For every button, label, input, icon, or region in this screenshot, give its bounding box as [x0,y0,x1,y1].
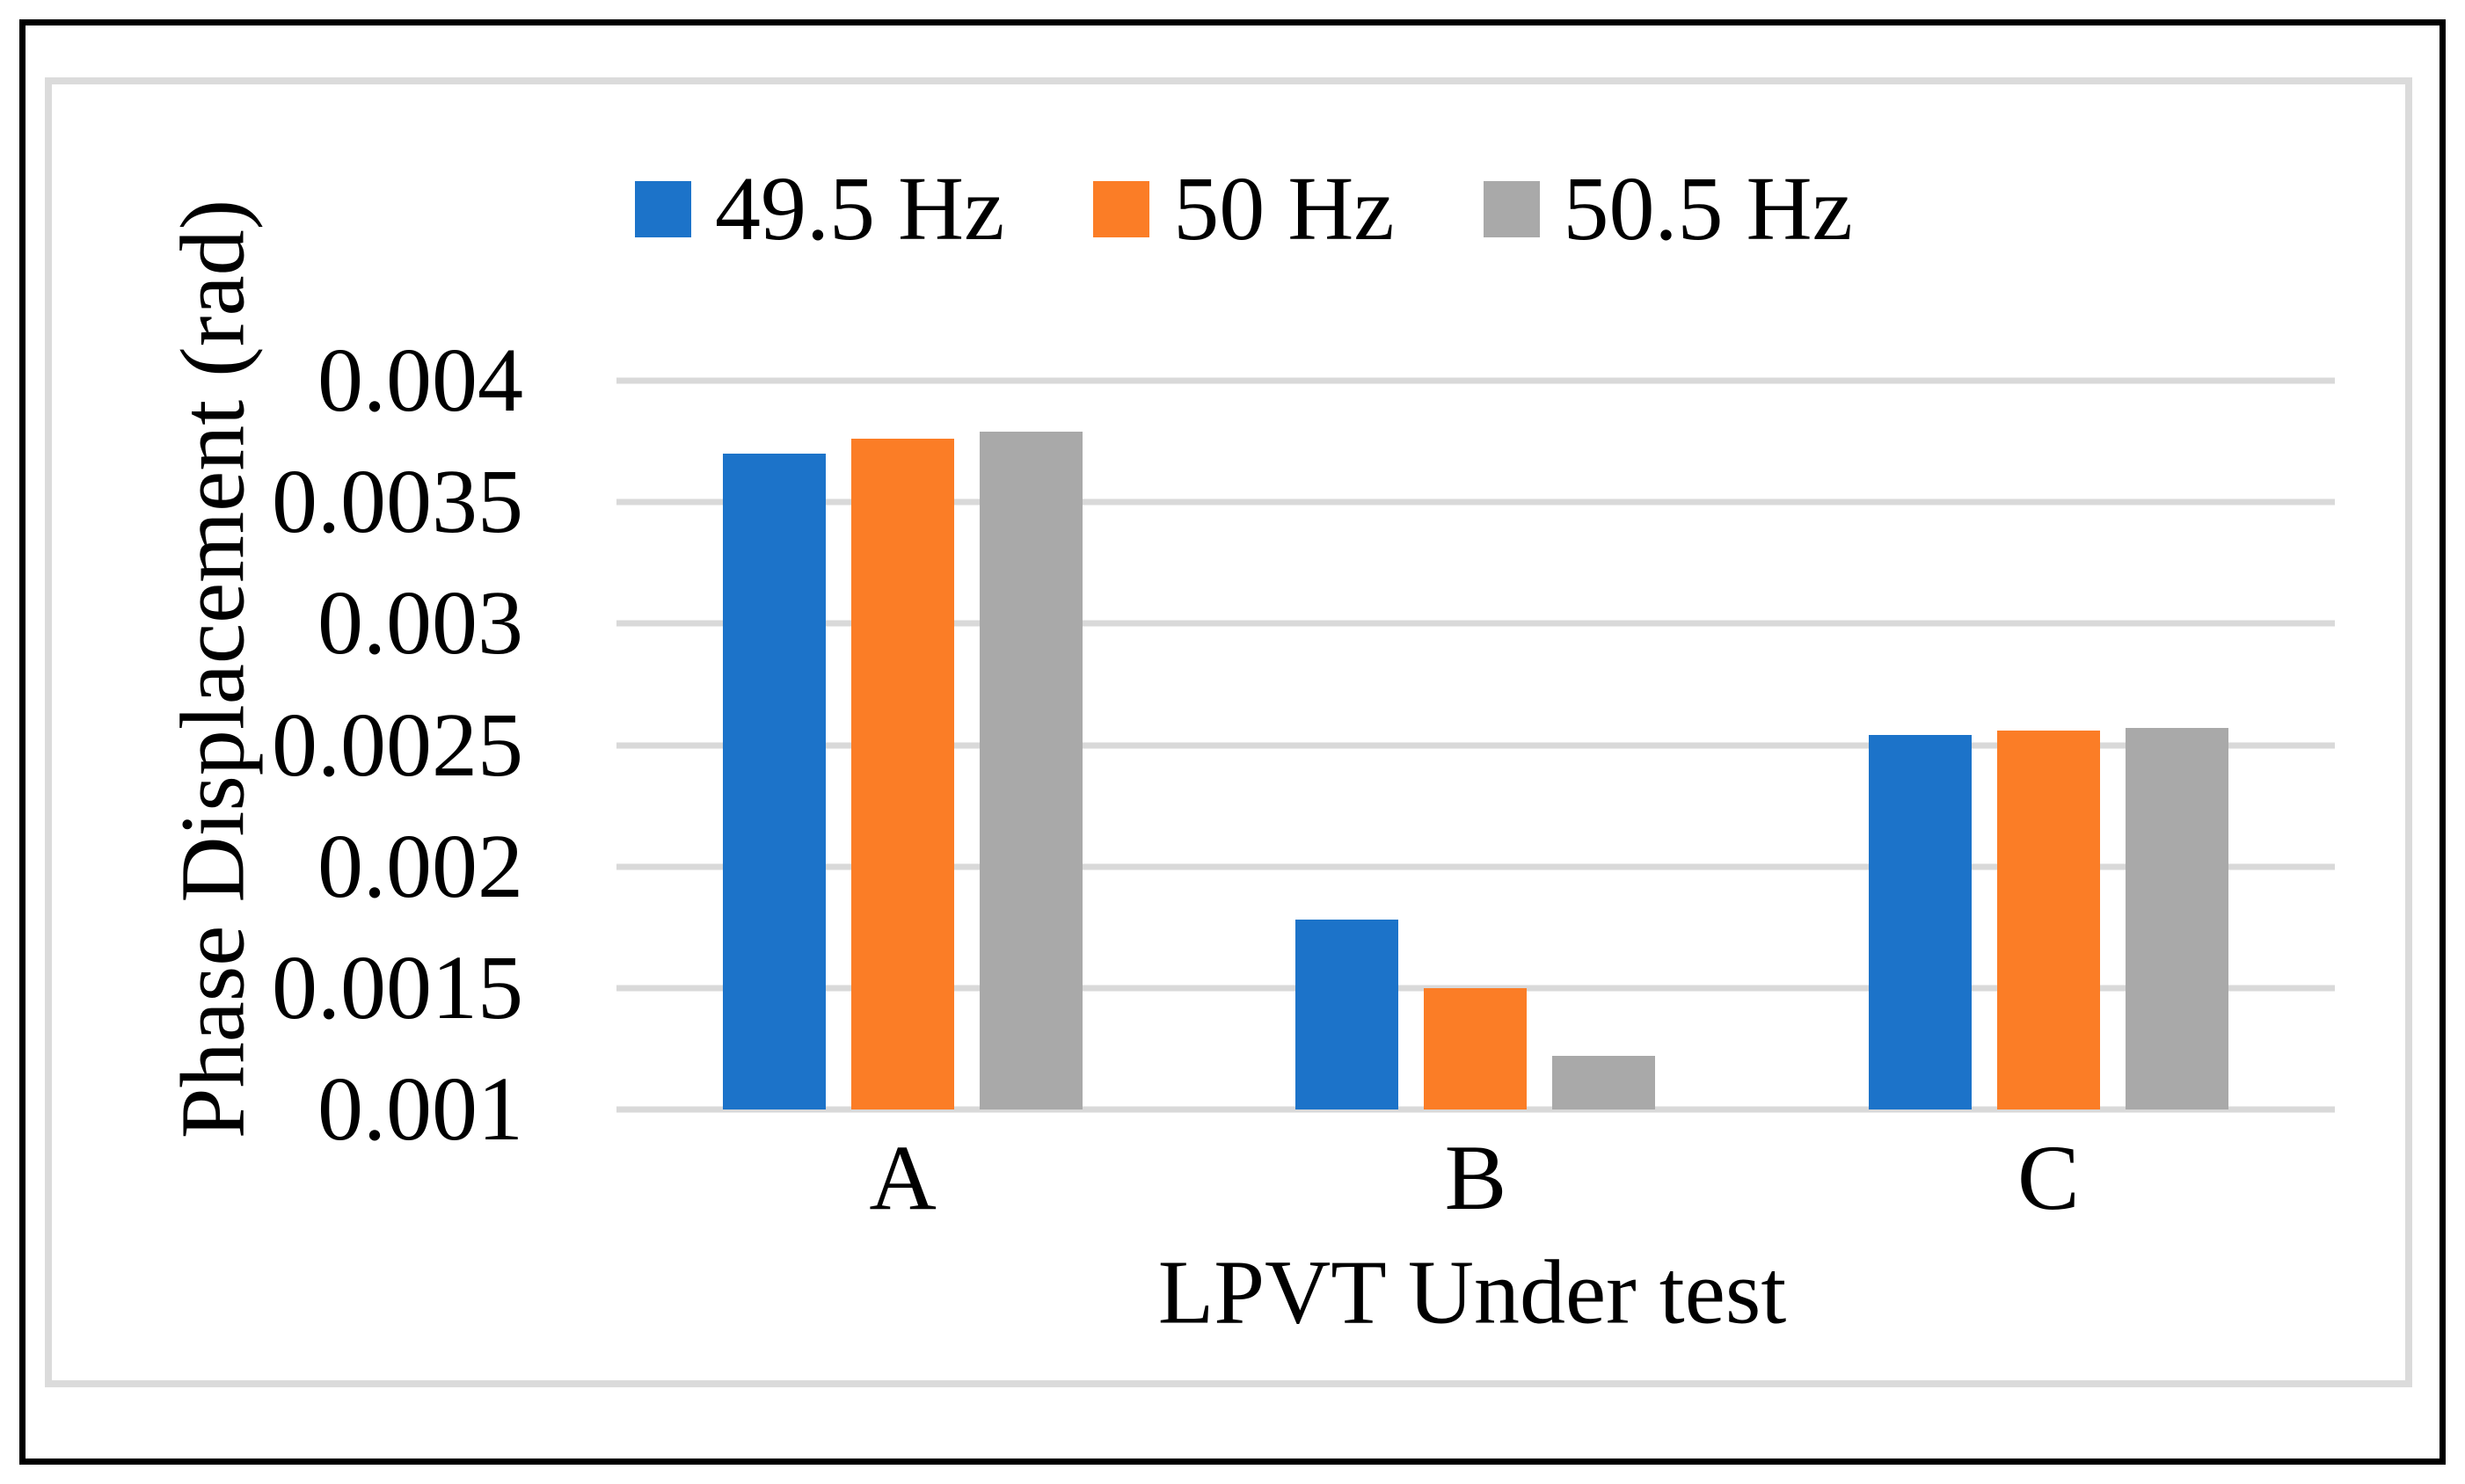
gridline-0.0015 [616,985,2335,992]
y-tick-label: 0.004 [317,330,523,431]
legend-item-49-5-hz: 49.5 Hz [635,164,1004,255]
bar-group-A [616,381,1189,1109]
legend-label: 49.5 Hz [715,158,1005,259]
gridline-0.001 [616,1106,2335,1113]
bar-50-hz-B [1424,987,1528,1109]
gridline-0.0035 [616,498,2335,506]
y-tick-label: 0.0015 [272,936,523,1038]
legend-swatch-icon [1093,181,1150,237]
bar-50-5-hz-B [1552,1056,1656,1109]
y-tick-label: 0.001 [317,1058,523,1160]
x-category-label-C: C [2016,1126,2080,1229]
legend-swatch-icon [635,181,691,237]
bar-50-5-hz-C [2125,728,2228,1109]
bar-50-5-hz-A [980,432,1083,1109]
y-axis-tick-labels: 0.004 0.0035 0.003 0.0025 0.002 0.0015 0.001 [0,335,523,1155]
y-tick-label: 0.003 [317,572,523,674]
bar-group-B [1189,381,1761,1109]
gridline-0.002 [616,863,2335,870]
legend-item-50-5-hz: 50.5 Hz [1483,158,1853,259]
legend-item-50-hz: 50 Hz [1093,158,1395,259]
x-category-label-B: B [1444,1126,1507,1229]
bar-49-5-hz-A [723,453,827,1109]
bar-49-5-hz-B [1295,920,1399,1109]
bar-groups [616,381,2335,1109]
legend-swatch-icon [1483,181,1540,237]
bar-group-C [1762,381,2335,1109]
gridline-0.004 [616,377,2335,384]
y-tick-label: 0.0035 [272,451,523,553]
bar-50-hz-A [851,439,955,1109]
x-category-label-A: A [869,1126,937,1229]
legend: 49.5 Hz 50 Hz 50.5 Hz [635,164,1853,255]
legend-label: 50.5 Hz [1563,158,1853,259]
y-tick-label: 0.002 [317,815,523,917]
bar-49-5-hz-C [1868,735,1972,1109]
legend-label: 50 Hz [1173,158,1395,259]
y-tick-label: 0.0025 [272,694,523,796]
x-axis-title: LPVT Under test [1157,1241,1787,1343]
plot-area [616,377,2335,1113]
gridline-0.0025 [616,742,2335,748]
bar-50-hz-C [1996,730,2100,1109]
gridline-0.003 [616,620,2335,627]
